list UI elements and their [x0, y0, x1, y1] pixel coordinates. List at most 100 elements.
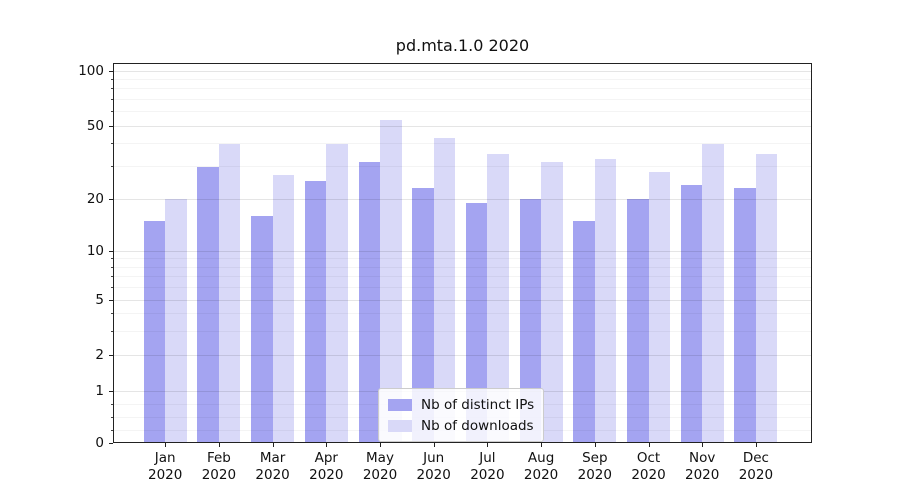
minor-gridline-40 [114, 143, 811, 145]
x-tick-year: 2020 [738, 466, 774, 483]
y-minor-tick-0.5 [110, 416, 113, 418]
y-minor-tick-4 [110, 313, 113, 315]
minor-gridline-30 [114, 166, 811, 168]
y-minor-tick-0.75 [110, 403, 113, 405]
y-minor-tick-60 [110, 111, 113, 112]
bar-distinct-ips-nov [680, 184, 703, 443]
x-tick-month: Sep [582, 449, 608, 466]
bar-distinct-ips-dec [734, 187, 756, 443]
x-tick-month: Feb [206, 449, 231, 466]
minor-gridline-4 [114, 313, 811, 315]
y-tick-mark-50 [109, 125, 113, 127]
y-minor-tick-70 [110, 98, 113, 100]
y-tick-mark-20 [109, 198, 113, 200]
bar-downloads-oct [648, 172, 670, 443]
bar-downloads-sep [594, 159, 617, 443]
legend-swatch-distinct-ips [388, 398, 412, 411]
y-minor-tick-9 [110, 258, 113, 260]
x-tick-label-dec: Dec 2020 [721, 450, 791, 484]
y-tick-mark-5 [109, 300, 113, 301]
x-tick-mark-aug [541, 443, 543, 447]
y-minor-tick-6 [110, 287, 113, 289]
x-tick-year: 2020 [470, 466, 505, 483]
y-minor-tick-3 [110, 330, 113, 332]
x-tick-month: Aug [527, 449, 555, 466]
x-tick-month: Jan [154, 449, 176, 466]
y-tick-mark-1 [109, 390, 113, 392]
bars-layer [113, 63, 812, 443]
y-tick-label-1: 1 [95, 382, 104, 399]
legend-row-distinct-ips: Nb of distinct IPs [388, 394, 534, 415]
x-tick-year: 2020 [201, 466, 237, 483]
x-tick-year: 2020 [255, 466, 290, 483]
x-tick-label-jan: Jan 2020 [130, 450, 200, 484]
minor-gridline-7 [114, 276, 811, 278]
bar-distinct-ips-jan [143, 220, 166, 443]
x-tick-label-apr: Apr 2020 [291, 450, 361, 484]
x-tick-label-aug: Aug 2020 [506, 450, 576, 484]
x-tick-month: Nov [689, 449, 716, 466]
x-tick-month: May [366, 449, 394, 466]
y-tick-mark-0 [109, 442, 113, 444]
y-tick-label-10: 10 [86, 243, 104, 259]
y-tick-label-0: 0 [95, 434, 104, 451]
x-tick-year: 2020 [362, 466, 398, 483]
bar-distinct-ips-mar [251, 215, 273, 443]
x-tick-mark-oct [648, 443, 650, 447]
x-tick-month: Jul [479, 449, 496, 466]
y-minor-tick-40 [110, 143, 113, 145]
major-gridline-20 [114, 198, 811, 200]
bar-downloads-dec [755, 154, 778, 443]
x-tick-mark-may [380, 443, 381, 447]
x-tick-label-jun: Jun 2020 [399, 450, 469, 484]
x-tick-label-feb: Feb 2020 [184, 450, 254, 484]
y-minor-tick-0.25 [110, 429, 113, 431]
legend-label-distinct-ips: Nb of distinct IPs [421, 396, 535, 413]
bar-downloads-apr [326, 143, 348, 443]
x-tick-year: 2020 [523, 466, 559, 483]
bar-downloads-may [380, 119, 402, 443]
minor-gridline-8 [114, 266, 811, 268]
minor-gridline-60 [114, 111, 811, 112]
bar-downloads-mar [272, 175, 295, 443]
x-tick-label-nov: Nov 2020 [667, 450, 737, 484]
y-minor-tick-30 [110, 166, 113, 168]
x-tick-month: Mar [259, 449, 286, 466]
bar-distinct-ips-apr [304, 181, 327, 443]
bar-distinct-ips-may [358, 161, 380, 443]
y-tick-label-50: 50 [86, 117, 104, 134]
major-gridline-50 [114, 125, 811, 127]
legend-swatch-downloads [388, 419, 412, 432]
bar-downloads-aug [541, 161, 563, 443]
x-tick-year: 2020 [416, 466, 451, 483]
x-tick-mark-sep [594, 443, 596, 447]
bar-distinct-ips-aug [519, 199, 542, 443]
bar-distinct-ips-feb [197, 166, 219, 443]
x-tick-month: Oct [636, 449, 661, 466]
plot-area: Nb of distinct IPs Nb of downloads [113, 63, 812, 443]
y-tick-mark-100 [109, 70, 113, 72]
x-tick-label-oct: Oct 2020 [614, 450, 684, 484]
major-gridline-2 [114, 355, 811, 356]
y-tick-label-100: 100 [78, 62, 104, 79]
minor-gridline-9 [114, 258, 811, 260]
legend-label-downloads: Nb of downloads [421, 417, 534, 434]
x-tick-mark-dec [755, 443, 757, 447]
gridlines-layer [113, 63, 812, 443]
y-tick-label-20: 20 [86, 190, 104, 207]
bar-downloads-nov [702, 143, 724, 443]
y-tick-mark-2 [109, 355, 113, 356]
legend: Nb of distinct IPs Nb of downloads [378, 388, 545, 442]
minor-gridline-70 [114, 98, 811, 100]
major-gridline-10 [114, 251, 811, 252]
x-tick-month: Jun [423, 449, 445, 466]
x-tick-label-mar: Mar 2020 [238, 450, 308, 484]
y-tick-label-5: 5 [95, 292, 104, 308]
x-tick-label-sep: Sep 2020 [560, 450, 630, 484]
x-tick-month: Apr [314, 449, 338, 466]
x-tick-mark-nov [702, 443, 704, 447]
bar-distinct-ips-sep [573, 220, 595, 443]
y-minor-tick-80 [110, 88, 113, 90]
x-tick-mark-jul [487, 443, 489, 447]
